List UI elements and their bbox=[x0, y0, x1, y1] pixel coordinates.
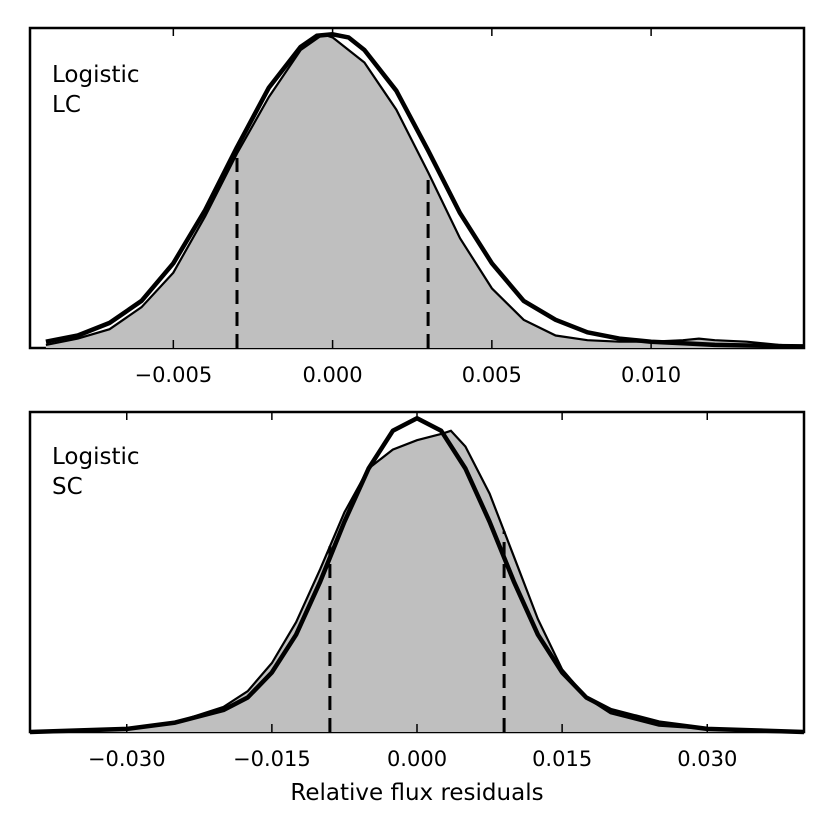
histogram-outline bbox=[45, 33, 805, 348]
x-tick-label: −0.005 bbox=[134, 363, 212, 387]
x-tick-label: −0.015 bbox=[233, 747, 311, 771]
panel-label-line-2: SC bbox=[52, 474, 83, 500]
plot-marks bbox=[29, 416, 805, 735]
x-axis-ticks: −0.005 0.000 0.005 0.010 bbox=[134, 28, 681, 387]
x-tick-label: 0.005 bbox=[462, 363, 522, 387]
x-axis-ticks: −0.030 −0.015 0.000 0.015 0.030 bbox=[88, 412, 737, 771]
x-tick-label: 0.030 bbox=[677, 747, 737, 771]
plot-marks bbox=[45, 32, 805, 349]
x-tick-label: 0.015 bbox=[532, 747, 592, 771]
x-axis-title: Relative flux residuals bbox=[290, 780, 543, 806]
histogram-fill bbox=[45, 34, 804, 349]
histogram-fill bbox=[30, 430, 804, 732]
x-tick-label: 0.010 bbox=[621, 363, 681, 387]
panel-label-line-1: Logistic bbox=[52, 444, 140, 470]
x-tick-label: 0.000 bbox=[303, 363, 363, 387]
logistic-model-curve bbox=[45, 32, 805, 349]
x-tick-label: 0.000 bbox=[387, 747, 447, 771]
panel-label-line-2: LC bbox=[52, 92, 81, 118]
x-tick-label: −0.030 bbox=[88, 747, 166, 771]
panel-logistic-sc: −0.030 −0.015 0.000 0.015 0.030 Logistic SC bbox=[28, 410, 806, 771]
panel-label-line-1: Logistic bbox=[52, 62, 140, 88]
panel-logistic-lc: −0.005 0.000 0.005 0.010 Logistic LC bbox=[28, 26, 806, 387]
